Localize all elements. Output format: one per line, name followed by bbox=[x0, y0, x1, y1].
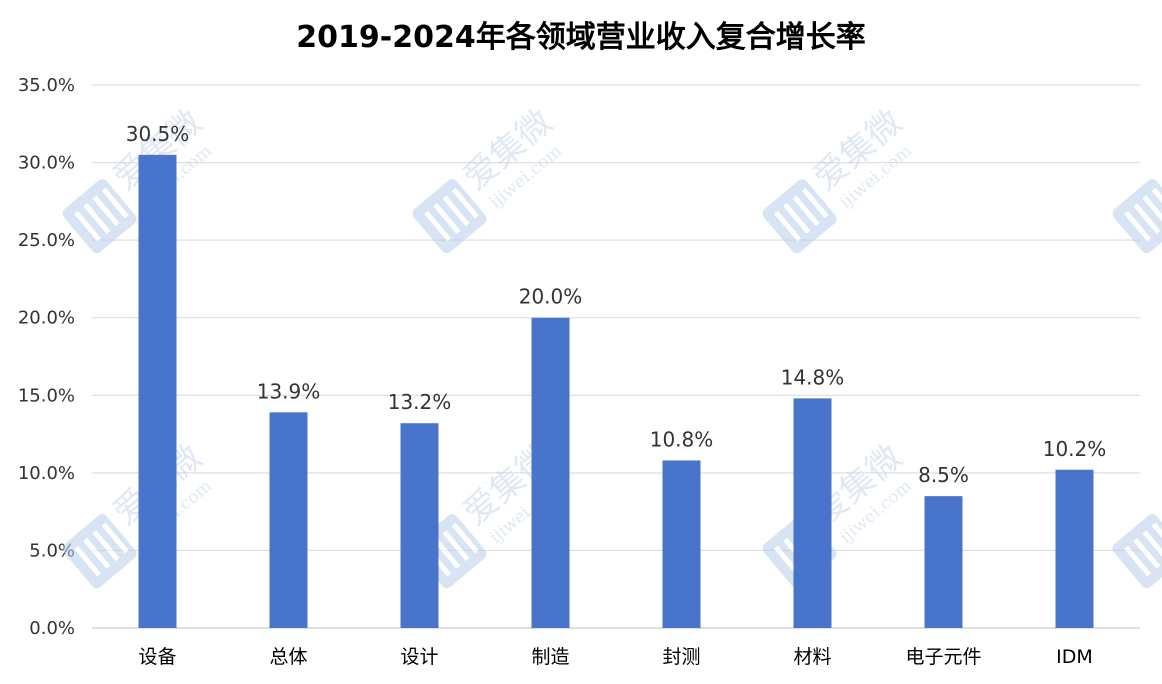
data-label: 20.0% bbox=[519, 285, 583, 309]
data-label: 13.2% bbox=[388, 390, 452, 414]
x-tick-label: 电子元件 bbox=[905, 646, 981, 668]
y-tick-label: 15.0% bbox=[18, 385, 75, 406]
data-label: 8.5% bbox=[918, 463, 969, 487]
data-label: 10.2% bbox=[1043, 437, 1107, 461]
bar bbox=[400, 423, 439, 628]
y-tick-label: 35.0% bbox=[18, 75, 75, 96]
x-tick-label: 封测 bbox=[662, 646, 700, 668]
bar bbox=[531, 317, 570, 628]
x-tick-label: 材料 bbox=[793, 646, 831, 668]
bar bbox=[793, 398, 832, 628]
chart-title: 2019-2024年各领域营业收入复合增长率 bbox=[296, 20, 866, 55]
x-tick-label: IDM bbox=[1056, 646, 1093, 668]
ijiwei-logo-icon bbox=[62, 179, 137, 254]
y-tick-label: 20.0% bbox=[18, 308, 75, 329]
ijiwei-logo-icon bbox=[62, 514, 137, 589]
y-tick-label: 0.0% bbox=[29, 618, 75, 639]
ijiwei-logo-icon bbox=[1112, 514, 1162, 589]
ijiwei-logo-icon bbox=[762, 179, 837, 254]
y-tick-label: 10.0% bbox=[18, 463, 75, 484]
bar bbox=[138, 154, 177, 629]
data-label: 30.5% bbox=[126, 122, 190, 146]
bar bbox=[269, 412, 308, 628]
data-label: 14.8% bbox=[781, 365, 845, 389]
ijiwei-logo-icon bbox=[1112, 179, 1162, 254]
y-tick-label: 30.0% bbox=[18, 153, 75, 174]
bar bbox=[924, 496, 963, 628]
x-tick-label: 设计 bbox=[400, 646, 438, 668]
data-label: 13.9% bbox=[257, 379, 321, 403]
x-tick-label: 制造 bbox=[531, 646, 569, 668]
data-label: 10.8% bbox=[650, 427, 714, 451]
y-tick-label: 25.0% bbox=[18, 230, 75, 251]
x-tick-label: 总体 bbox=[269, 646, 307, 668]
ijiwei-logo-icon bbox=[412, 179, 487, 254]
bar bbox=[662, 460, 701, 628]
x-tick-label: 设备 bbox=[138, 646, 176, 668]
bar bbox=[1055, 469, 1094, 628]
